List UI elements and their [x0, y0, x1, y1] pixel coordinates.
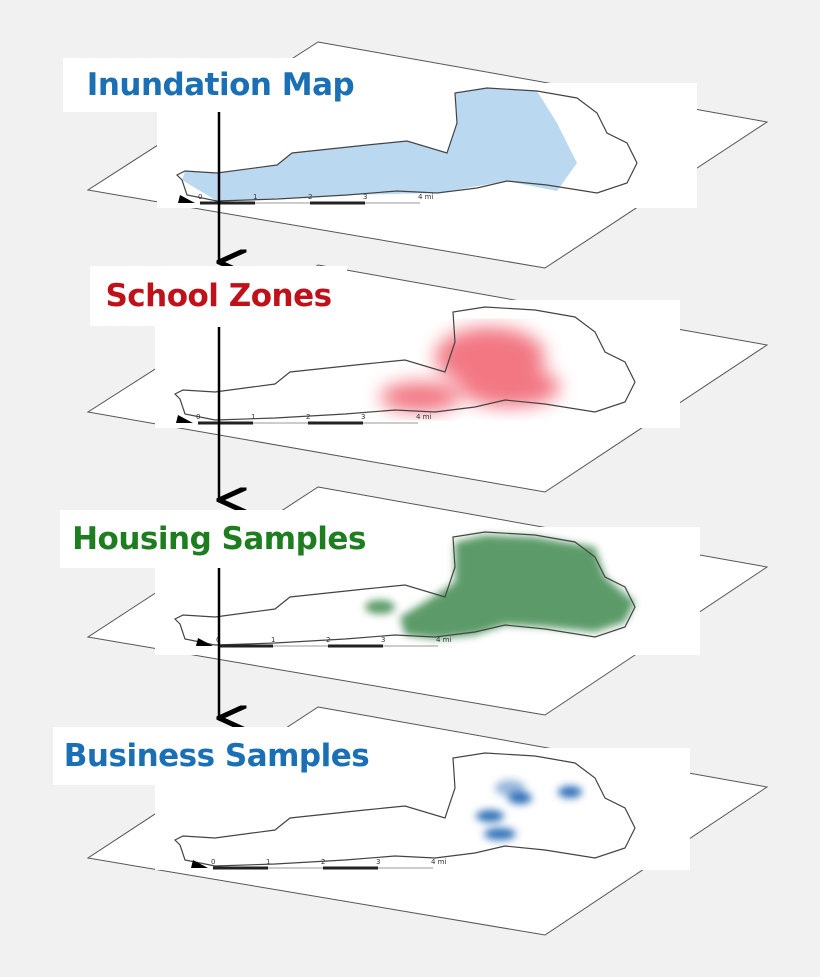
scale-tick-label: 4 mi: [436, 636, 451, 644]
housing-sample-areas: [365, 535, 635, 639]
scale-tick-label: 0: [198, 193, 202, 201]
scale-segment: [200, 201, 255, 205]
school-zone-heat: [380, 327, 560, 412]
scale-tick-label: 1: [271, 636, 275, 644]
scale-tick-label: 4 mi: [416, 413, 431, 421]
scale-tick-label: 1: [266, 858, 270, 866]
business-sample-hotspots: [476, 780, 582, 840]
scale-tick-label: 4 mi: [418, 193, 433, 201]
scale-tick-label: 1: [251, 413, 255, 421]
label-inundation-map: Inundation Map: [63, 58, 378, 112]
scale-tick-label: 2: [306, 413, 310, 421]
scale-tick-label: 2: [326, 636, 330, 644]
label-business-samples: Business Samples: [53, 727, 380, 785]
north-arrow-icon: [191, 860, 208, 868]
scale-segment: [213, 866, 268, 870]
scale-segment: [308, 421, 363, 425]
scale-segment: [323, 866, 378, 870]
north-arrow-icon: [196, 638, 213, 646]
scale-segment: [218, 644, 273, 648]
scale-tick-label: 3: [381, 636, 385, 644]
scale-tick-label: 4 mi: [431, 858, 446, 866]
label-school-zones: School Zones: [90, 266, 347, 326]
scale-tick-label: 0: [211, 858, 215, 866]
scale-tick-label: 0: [196, 413, 200, 421]
scale-segment: [198, 421, 253, 425]
inundation-area: [182, 88, 577, 201]
scale-tick-label: 3: [376, 858, 380, 866]
scale-segment: [328, 644, 383, 648]
scale-tick-label: 1: [253, 193, 257, 201]
scale-tick-label: 3: [361, 413, 365, 421]
north-arrow-icon: [176, 415, 193, 423]
label-housing-samples: Housing Samples: [60, 510, 378, 568]
north-arrow-icon: [178, 195, 195, 203]
scale-tick-label: 2: [308, 193, 312, 201]
scale-segment: [310, 201, 365, 205]
scale-tick-label: 2: [321, 858, 325, 866]
scale-tick-label: 3: [363, 193, 367, 201]
